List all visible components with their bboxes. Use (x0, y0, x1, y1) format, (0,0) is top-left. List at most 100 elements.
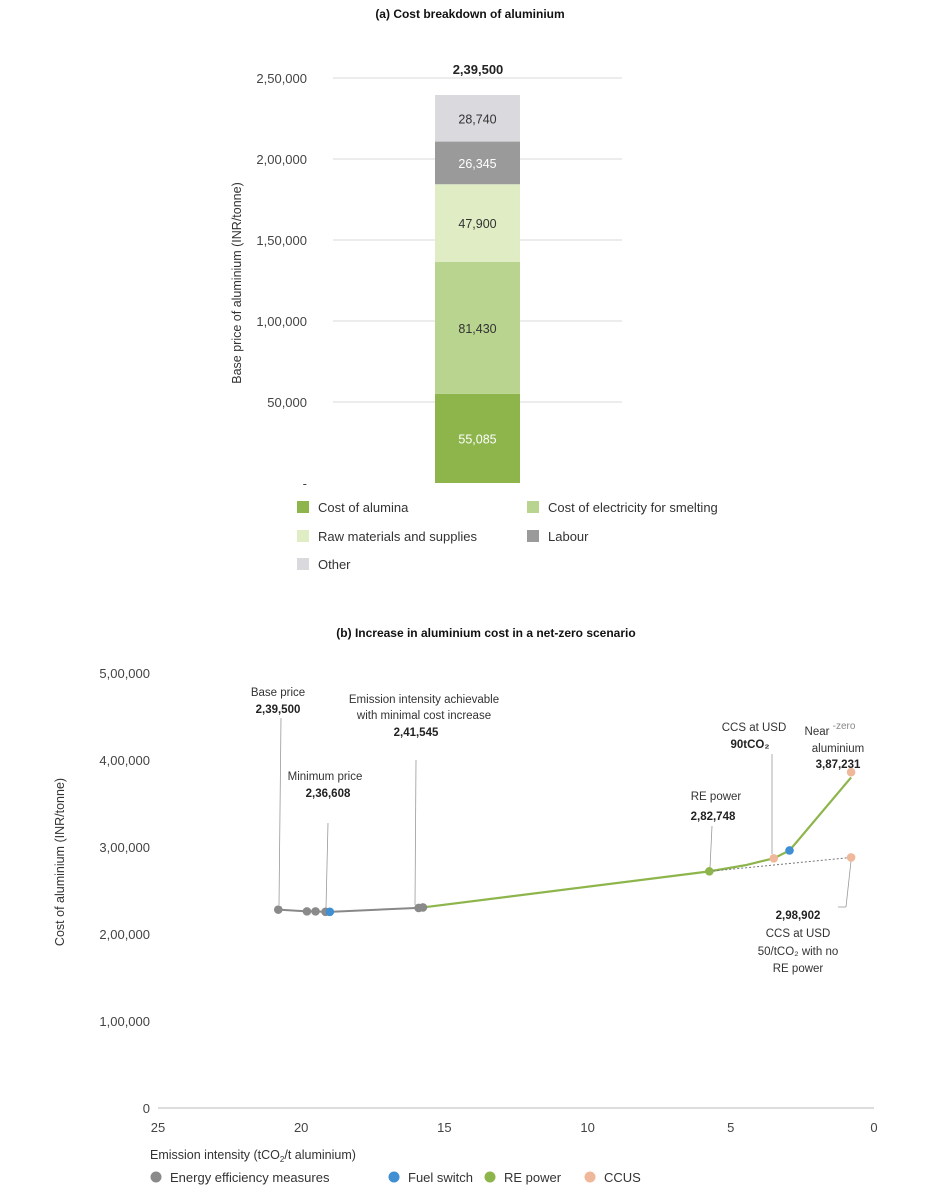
legend-item: Cost of electricity for smelting (527, 500, 718, 515)
annotation-leader-line (414, 759, 417, 906)
data-point (273, 905, 283, 914)
legend-item: Other (297, 557, 351, 572)
chart-b-lines (278, 776, 852, 913)
annotation-label: CCS at USD (766, 928, 831, 940)
legend-item: Energy efficiency measures (150, 1170, 330, 1185)
bar-value-label: 55,085 (458, 432, 496, 446)
legend-swatch (297, 530, 309, 542)
legend-swatch (527, 530, 539, 542)
annotation-value: 3,87,231 (816, 759, 861, 771)
y-tick-label: 4,00,000 (99, 753, 150, 768)
legend-swatch (297, 501, 309, 513)
chart-a-legend: Cost of alumina Cost of electricity for s… (297, 500, 718, 572)
y-tick-label: 0 (143, 1101, 150, 1116)
y-tick-label: 2,50,000 (256, 71, 307, 86)
bar-segment (435, 393, 520, 483)
data-point (302, 907, 312, 916)
legend-dot (484, 1171, 496, 1183)
legend-item: Cost of alumina (297, 500, 409, 515)
bar-segment (435, 95, 520, 142)
y-tick-label: 2,00,000 (256, 152, 307, 167)
chart-b-points (273, 767, 856, 917)
legend-label: Energy efficiency measures (170, 1170, 330, 1185)
annotation-value: 2,98,902 (776, 910, 821, 922)
y-tick-label: - (303, 476, 307, 491)
data-point (785, 846, 794, 855)
x-tick-label: 20 (294, 1120, 308, 1135)
chart-a-y-label: Base price of aluminium (INR/tonne) (230, 182, 244, 383)
bar-segment (435, 261, 520, 394)
chart-b-x-label: Emission intensity (tCO2/t aluminium) (150, 1148, 356, 1164)
annotation-label: with minimal cost increase (356, 710, 491, 722)
legend-swatch (297, 558, 309, 570)
x-tick-label: 15 (437, 1120, 451, 1135)
chart-a-title: (a) Cost breakdown of aluminium (375, 7, 564, 21)
y-tick-label: 1,50,000 (256, 233, 307, 248)
y-tick-label: 3,00,000 (99, 840, 150, 855)
x-tick-label: 5 (727, 1120, 734, 1135)
y-tick-label: 1,00,000 (99, 1014, 150, 1029)
annotation-label: Near -zero (805, 721, 856, 738)
y-tick-label: 2,00,000 (99, 927, 150, 942)
bar-value-label: 47,900 (458, 217, 496, 231)
cost-curve-line (422, 776, 852, 909)
chart-a-bars: 55,085 81,430 47,900 26,345 28,740 (435, 95, 520, 483)
legend-label: Other (318, 557, 351, 572)
bar-value-label: 28,740 (458, 112, 496, 126)
annotation-label: CCS at USD (722, 722, 787, 734)
legend-label: RE power (504, 1170, 562, 1185)
chart-b-title: (b) Increase in aluminium cost in a net-… (336, 626, 635, 640)
annotation-label: 50/tCO₂ with no (758, 946, 839, 958)
annotation-value: 2,36,608 (306, 788, 351, 800)
legend-dot (388, 1171, 400, 1183)
legend-item: Labour (527, 529, 589, 544)
x-tick-label: 0 (870, 1120, 877, 1135)
chart-b-y-label: Cost of aluminium (INR/tonne) (53, 778, 67, 946)
annotation-value: 2,39,500 (256, 704, 301, 716)
x-tick-label: 25 (151, 1120, 165, 1135)
annotation-label: Minimum price (288, 771, 363, 783)
y-tick-label: 50,000 (267, 395, 307, 410)
y-tick-label: 5,00,000 (99, 666, 150, 681)
annotation-leader-line (845, 860, 852, 908)
legend-item: Raw materials and supplies (297, 529, 477, 544)
annotation-leader-line (325, 822, 329, 909)
legend-dot (584, 1171, 596, 1183)
annotation-label: RE power (773, 963, 824, 975)
annotation-label: Base price (251, 687, 305, 699)
legend-item: CCUS (584, 1170, 641, 1185)
legend-item: Fuel switch (388, 1170, 473, 1185)
legend-dot (150, 1171, 162, 1183)
legend-label: Labour (548, 529, 589, 544)
data-point (846, 853, 856, 862)
data-point (705, 867, 714, 876)
x-tick-label: 10 (580, 1120, 594, 1135)
ccs-dashed-line (709, 856, 852, 872)
data-point (846, 767, 856, 777)
y-tick-label: 1,00,000 (256, 314, 307, 329)
data-point (418, 903, 428, 912)
annotation-label: RE power (691, 791, 742, 803)
annotation-value: 90tCO₂ (731, 739, 770, 751)
annotation-leader-line (709, 825, 713, 869)
energy-efficiency-line (278, 906, 424, 913)
chart-b-axes: 0 1,00,000 2,00,000 3,00,000 4,00,000 5,00,00… (99, 666, 877, 1135)
data-point (325, 907, 335, 917)
chart-a-total-label: 2,39,500 (453, 62, 504, 77)
bar-segment (435, 184, 520, 262)
legend-label: CCUS (604, 1170, 641, 1185)
legend-swatch (527, 501, 539, 513)
annotation-value: 2,41,545 (394, 727, 439, 739)
annotation-leader-line (278, 717, 282, 906)
annotation-label: Emission intensity achievable (349, 694, 499, 706)
bar-value-label: 26,345 (458, 157, 496, 171)
legend-label: Cost of alumina (318, 500, 409, 515)
annotation-value: 2,82,748 (691, 811, 736, 823)
legend-label: Cost of electricity for smelting (548, 500, 718, 515)
data-point (769, 854, 779, 863)
legend-label: Raw materials and supplies (318, 529, 477, 544)
chart-b-legend: Energy efficiency measures Fuel switch RE … (150, 1170, 641, 1185)
chart-b-annotations: Base price 2,39,500 Minimum price 2,36,608 E… (251, 687, 864, 975)
annotation-label: aluminium (812, 743, 864, 755)
